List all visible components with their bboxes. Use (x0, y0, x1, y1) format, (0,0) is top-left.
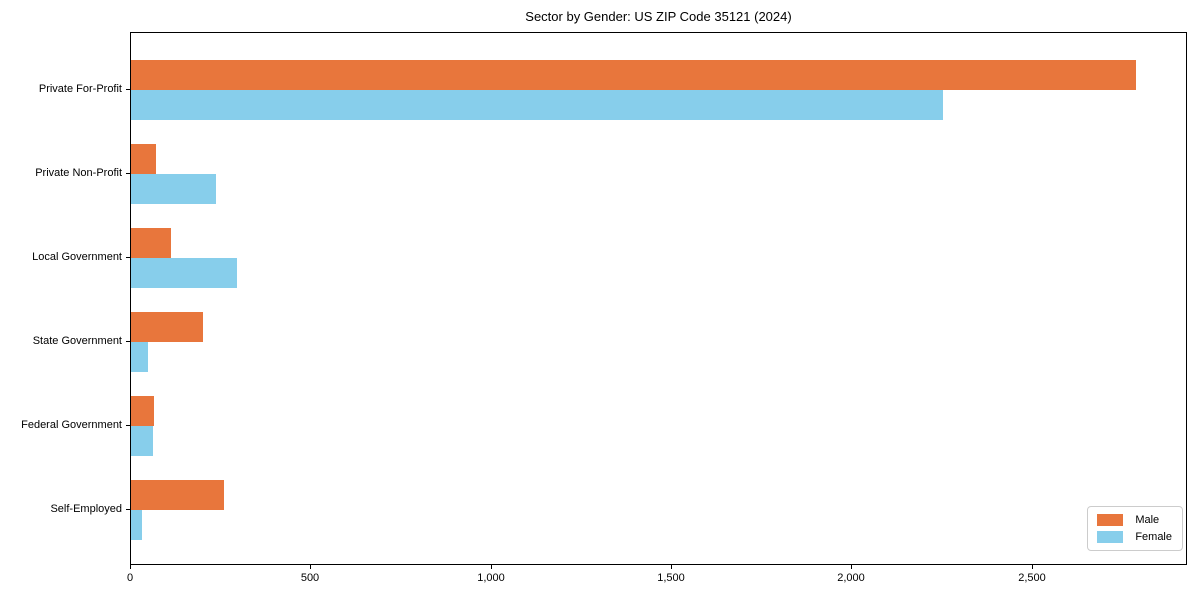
bar-private-for-profit-male (131, 60, 1136, 90)
y-tick-mark-local-government (126, 257, 130, 258)
x-tick-mark-2-000 (851, 565, 852, 569)
y-axis-label-federal-government: Federal Government (21, 419, 122, 431)
y-tick-mark-state-government (126, 341, 130, 342)
y-tick-mark-federal-government (126, 425, 130, 426)
bar-federal-government-male (131, 396, 154, 426)
y-axis-label-private-non-profit: Private Non-Profit (35, 167, 122, 179)
y-tick-mark-private-non-profit (126, 173, 130, 174)
x-tick-mark-1-000 (491, 565, 492, 569)
plot-area: Male Female (130, 32, 1187, 565)
x-tick-mark-2-500 (1032, 565, 1033, 569)
bar-self-employed-male (131, 480, 224, 510)
x-tick-label-500: 500 (300, 572, 320, 584)
bar-local-government-male (131, 228, 171, 258)
legend-label-female: Female (1135, 531, 1172, 543)
legend-swatch-male (1097, 514, 1124, 526)
y-axis-label-state-government: State Government (32, 335, 122, 347)
bar-private-non-profit-female (131, 174, 216, 204)
chart-title: Sector by Gender: US ZIP Code 35121 (202… (525, 9, 792, 24)
x-tick-label-0: 0 (126, 572, 134, 584)
bar-local-government-female (131, 258, 237, 288)
x-tick-label-1-000: 1,000 (477, 572, 505, 584)
y-tick-mark-private-for-profit (126, 89, 130, 90)
y-axis-label-private-for-profit: Private For-Profit (38, 83, 122, 95)
y-axis-label-local-government: Local Government (32, 251, 122, 263)
y-tick-mark-self-employed (126, 509, 130, 510)
bar-federal-government-female (131, 426, 153, 456)
legend-swatch-female (1097, 531, 1124, 543)
x-tick-label-1-500: 1,500 (657, 572, 685, 584)
x-tick-mark-500 (310, 565, 311, 569)
x-tick-mark-1-500 (671, 565, 672, 569)
bar-private-non-profit-male (131, 144, 156, 174)
legend-label-male: Male (1135, 514, 1160, 526)
x-tick-label-2-500: 2,500 (1018, 572, 1046, 584)
legend: Male Female (1087, 506, 1183, 551)
y-axis-label-self-employed: Self-Employed (50, 503, 122, 515)
legend-entry-female: Female (1097, 531, 1172, 543)
bar-private-for-profit-female (131, 90, 943, 120)
x-tick-mark-0 (130, 565, 131, 569)
bar-state-government-female (131, 342, 148, 372)
x-tick-label-2-000: 2,000 (837, 572, 865, 584)
bar-state-government-male (131, 312, 203, 342)
legend-entry-male: Male (1097, 514, 1172, 526)
bar-self-employed-female (131, 510, 142, 540)
